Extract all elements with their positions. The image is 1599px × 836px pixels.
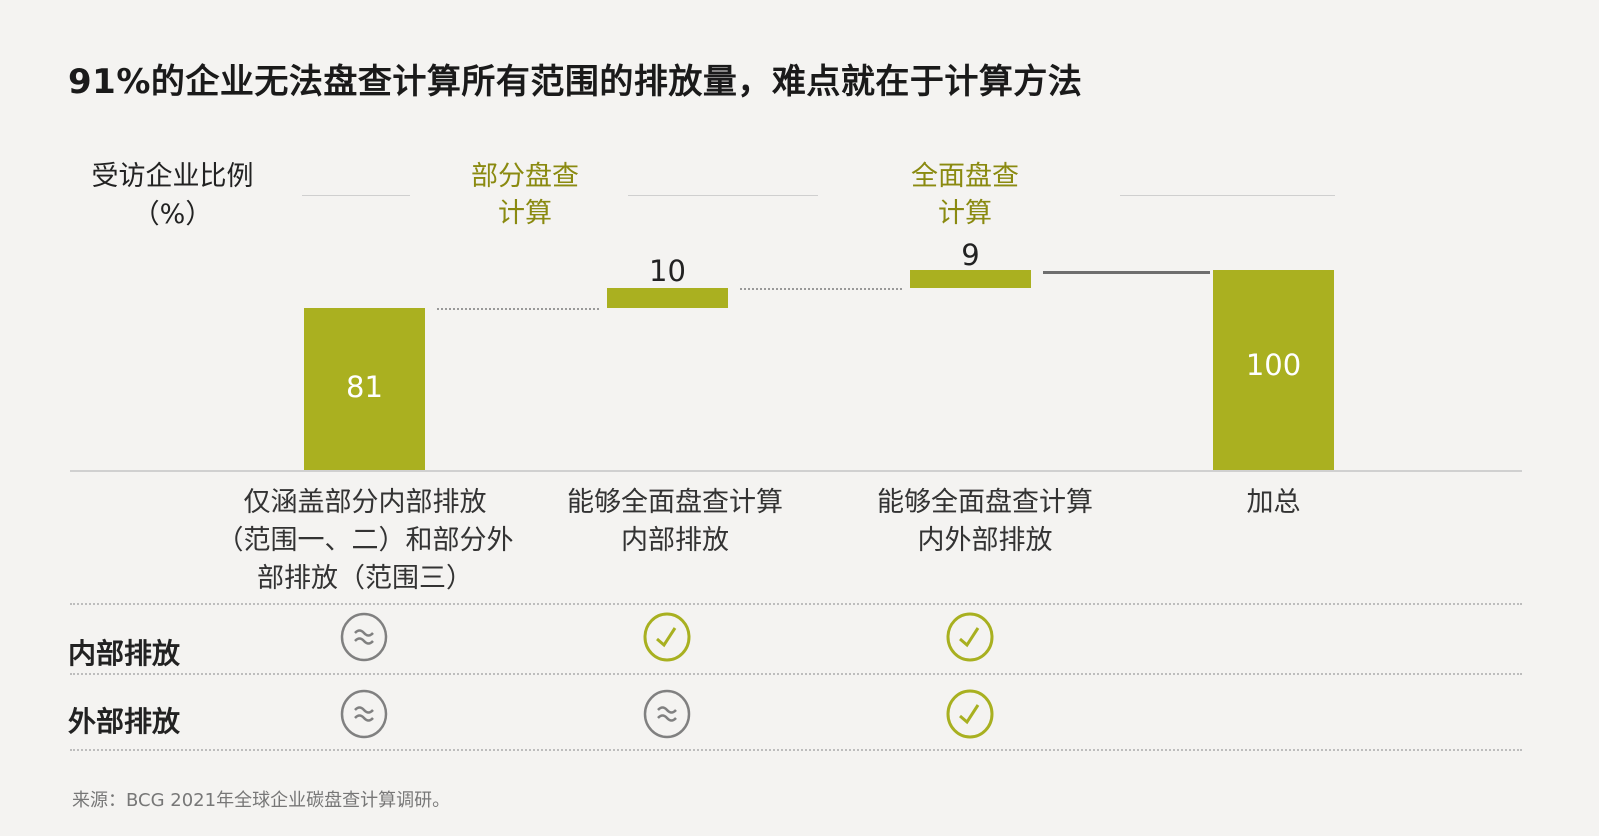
section-rule: [628, 195, 818, 196]
x-axis: [70, 470, 1522, 472]
check-icon: [643, 612, 691, 662]
y-axis-label-line2: （%）: [132, 199, 213, 230]
row-separator: [70, 673, 1522, 675]
bar-internal-10: [607, 288, 728, 308]
row-separator: [70, 603, 1522, 605]
y-axis-label-line1: 受访企业比例: [91, 161, 254, 192]
bar-value-label: 9: [961, 238, 980, 272]
bar-value-label: 81: [346, 370, 383, 404]
connector-line: [740, 288, 902, 290]
connector-line: [1043, 271, 1210, 274]
section-header-full: 全面盘查 计算: [911, 161, 1019, 229]
row-label-internal: 内部排放: [68, 637, 181, 670]
bar-partial-81: 81: [304, 308, 425, 470]
row-label-external: 外部排放: [68, 705, 181, 738]
check-icon: [946, 689, 994, 739]
bar-full-9: [910, 270, 1031, 288]
section-header-partial: 部分盘查 计算: [471, 161, 579, 229]
bar-total-100: 100: [1213, 270, 1334, 470]
section-rule: [1120, 195, 1335, 196]
bar-value-label: 10: [649, 254, 686, 288]
approx-icon: [643, 689, 691, 739]
category-label-total: 加总: [1246, 487, 1301, 518]
approx-icon: [340, 612, 388, 662]
section-rule: [302, 195, 410, 196]
category-label-full: 能够全面盘查计算 内外部排放: [877, 487, 1093, 556]
page-title: 91%的企业无法盘查计算所有范围的排放量，难点就在于计算方法: [68, 62, 1083, 102]
source-note: 来源：BCG 2021年全球企业碳盘查计算调研。: [72, 790, 451, 811]
y-axis-label: 受访企业比例 （%）: [70, 158, 275, 234]
category-label-internal: 能够全面盘查计算 内部排放: [567, 487, 783, 556]
category-label-partial: 仅涵盖部分内部排放 （范围一、二）和部分外 部排放（范围三）: [216, 487, 514, 594]
approx-icon: [340, 689, 388, 739]
connector-line: [437, 308, 599, 310]
row-separator: [70, 749, 1522, 751]
bar-value-label: 100: [1245, 348, 1302, 382]
check-icon: [946, 612, 994, 662]
